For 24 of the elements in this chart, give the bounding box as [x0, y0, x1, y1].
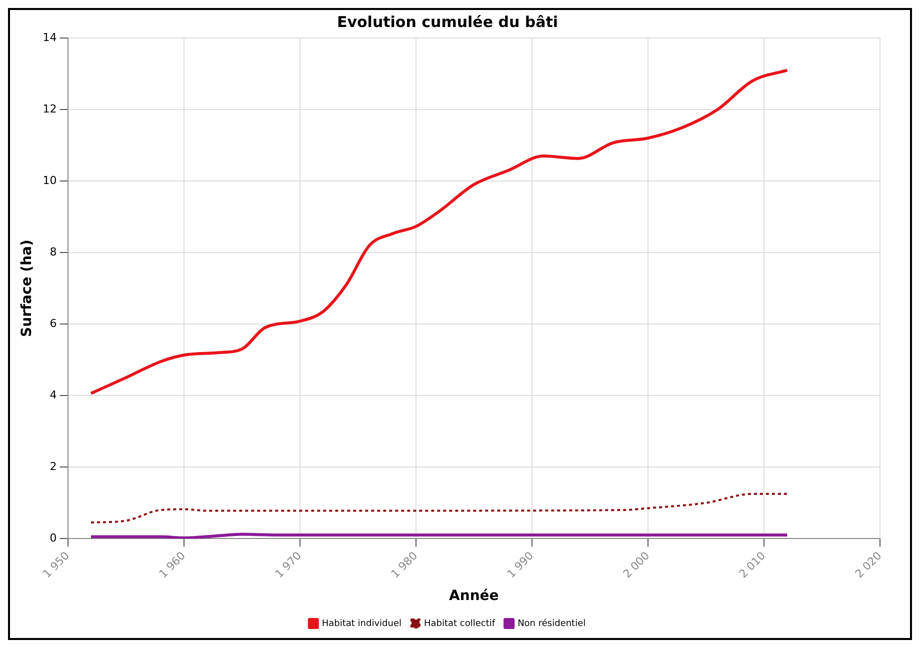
y-tick-label: 4 [50, 388, 57, 402]
x-tick-label: 1 990 [504, 549, 536, 581]
x-tick-label: 1 960 [156, 549, 188, 581]
y-tick-label: 12 [42, 102, 57, 116]
x-tick-label: 2 000 [620, 549, 652, 581]
x-tick-label: 1 950 [40, 549, 72, 581]
x-tick-label: 2 010 [736, 549, 768, 581]
chart-title: Evolution cumulée du bâti [336, 12, 558, 31]
y-axis-title: Surface (ha) [19, 240, 36, 337]
x-tick-label: 1 980 [388, 549, 420, 581]
x-axis-title: Année [449, 588, 499, 604]
y-tick-label: 14 [42, 30, 57, 44]
line-series [90, 68, 789, 395]
legend-label: Habitat collectif [424, 618, 496, 629]
y-tick-label: 2 [50, 460, 57, 473]
legend-label: Non résidentiel [518, 618, 586, 629]
x-tick-label: 2 020 [852, 549, 884, 581]
y-tick-label: 8 [50, 245, 57, 258]
y-tick-label: 10 [42, 174, 57, 187]
legend-label: Habitat individuel [322, 618, 402, 629]
line-series [90, 492, 788, 524]
x-tick-label: 1 970 [272, 549, 304, 581]
y-tick-label: 0 [50, 531, 57, 544]
y-tick-label: 6 [50, 316, 57, 330]
